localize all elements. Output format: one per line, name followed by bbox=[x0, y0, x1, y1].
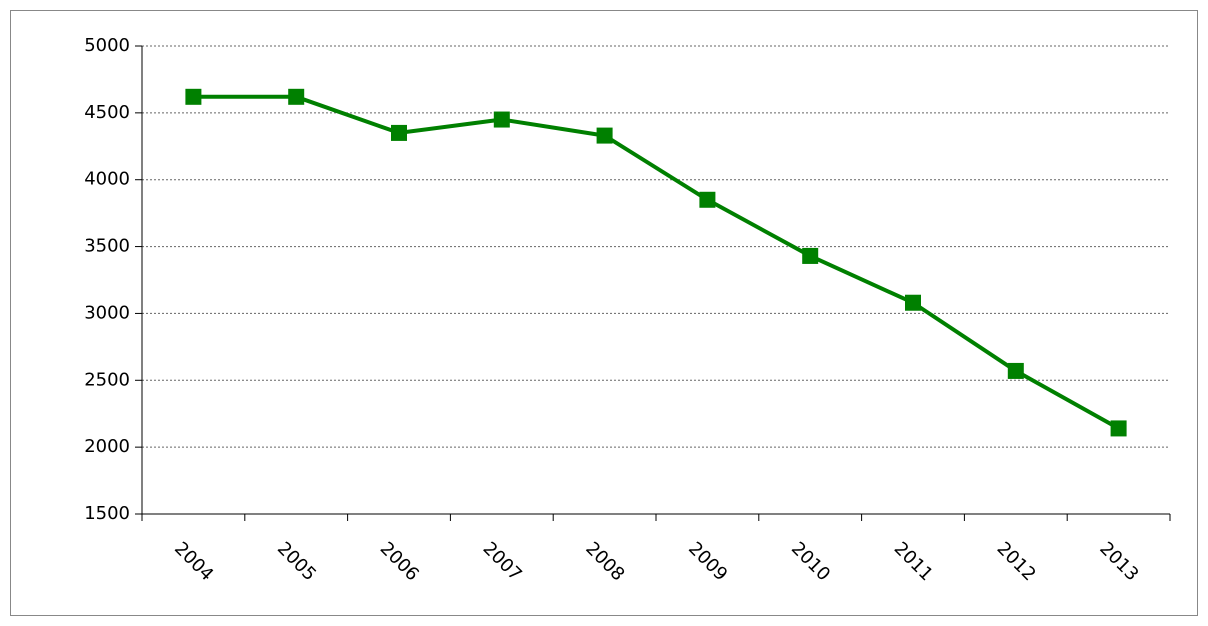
marker bbox=[1110, 420, 1127, 437]
marker bbox=[596, 127, 613, 144]
marker bbox=[185, 88, 202, 105]
y-tick-label: 1500 bbox=[84, 503, 130, 524]
y-tick-label: 3000 bbox=[84, 302, 130, 323]
marker bbox=[802, 247, 819, 264]
y-tick-label: 2000 bbox=[84, 436, 130, 457]
y-tick-label: 4000 bbox=[84, 169, 130, 190]
line bbox=[193, 94, 1120, 431]
y-tick-label: 4500 bbox=[84, 102, 130, 123]
marker bbox=[699, 191, 716, 208]
marker bbox=[905, 294, 921, 311]
y-tick-label: 2500 bbox=[84, 369, 130, 390]
y-tick-label: 5000 bbox=[84, 35, 130, 56]
marker bbox=[1007, 362, 1024, 379]
marker bbox=[493, 111, 510, 128]
marker bbox=[391, 124, 407, 141]
y-tick-label: 3500 bbox=[84, 236, 130, 257]
marker bbox=[288, 88, 305, 105]
